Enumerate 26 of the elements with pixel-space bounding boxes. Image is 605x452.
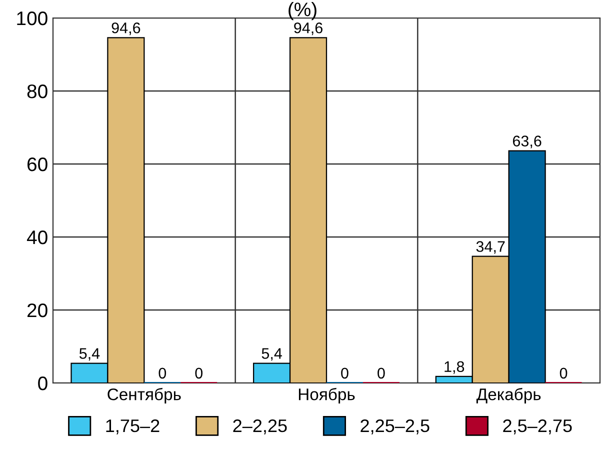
x-tick-label: Ноябрь bbox=[298, 388, 355, 404]
y-tick-label: 100 bbox=[17, 11, 48, 26]
x-tick-label: Сентябрь bbox=[108, 388, 181, 404]
legend-label: 2–2,25 bbox=[233, 419, 287, 434]
data-label: 94,6 bbox=[294, 22, 322, 36]
data-label: 0 bbox=[341, 368, 348, 379]
data-label: 0 bbox=[158, 368, 166, 379]
y-tick-label: 40 bbox=[26, 230, 48, 244]
data-label: 34,7 bbox=[476, 241, 505, 254]
x-tick-label: Декабрь bbox=[476, 388, 541, 404]
y-tick-label: 0 bbox=[38, 376, 48, 390]
legend-label: 1,75–2 bbox=[106, 419, 160, 434]
data-label: 0 bbox=[195, 368, 203, 379]
legend-label: 2,25–2,5 bbox=[360, 419, 430, 434]
data-label: 5,4 bbox=[79, 348, 100, 361]
y-tick-label: 60 bbox=[28, 157, 48, 172]
data-label: 0 bbox=[560, 368, 568, 379]
data-label: 94,6 bbox=[112, 22, 140, 36]
chart-title: (%) bbox=[288, 2, 316, 20]
y-tick-label: 80 bbox=[27, 84, 48, 98]
legend-label: 2,5–2,75 bbox=[503, 419, 572, 434]
data-label: 5,4 bbox=[262, 348, 282, 361]
data-label: 0 bbox=[378, 368, 385, 379]
data-label: 63,6 bbox=[512, 136, 542, 148]
data-label: 1,8 bbox=[444, 361, 464, 374]
y-tick-label: 20 bbox=[27, 303, 48, 318]
